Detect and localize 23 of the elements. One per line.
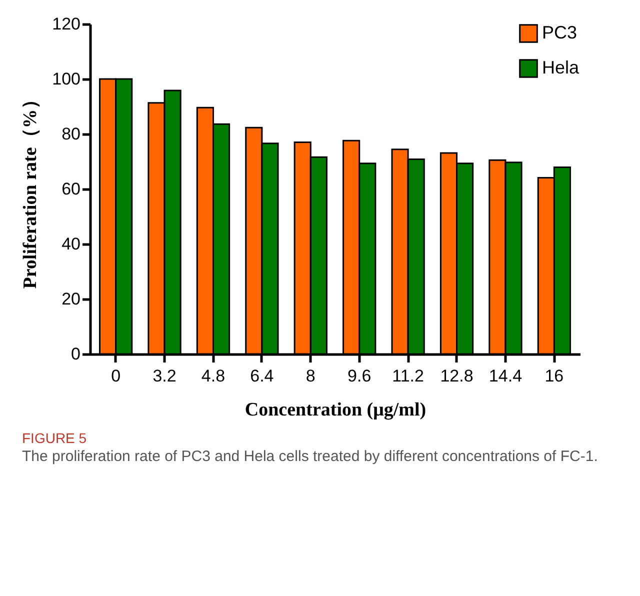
y-tick-label: 40 [62,234,80,254]
x-tick-label: 12.8 [440,366,474,386]
x-tick-label: 6.4 [250,366,274,386]
y-tick-label: 0 [71,344,80,364]
x-tick-label: 9.6 [348,366,372,386]
x-axis-title: Concentration (μg/ml) [244,400,426,420]
legend-label: Hela [542,58,580,78]
x-tick-label: 3.2 [152,366,176,386]
x-tick-label: 16 [544,366,564,386]
x-tick-label: 11.2 [392,366,424,386]
x-tick-label: 14.4 [488,366,522,386]
x-tick-label: 8 [306,366,316,386]
caption: FIGURE 5 [22,430,88,446]
x-tick-label: 4.8 [201,366,226,386]
y-tick-label: 120 [52,14,80,34]
text: The proliferation rate of PC3 and Hela cells treated by different concentrations of FC-1. [22,448,599,465]
y-tick-label: 60 [62,180,80,198]
legend-label: PC3 [542,22,578,42]
y-axis-title: Proliferation rate（%） [20,90,42,289]
y-tick-label: 20 [62,290,80,308]
x-tick-label: 0 [111,366,121,386]
y-tick-label: 80 [62,124,80,144]
y-tick-label: 100 [52,70,80,88]
